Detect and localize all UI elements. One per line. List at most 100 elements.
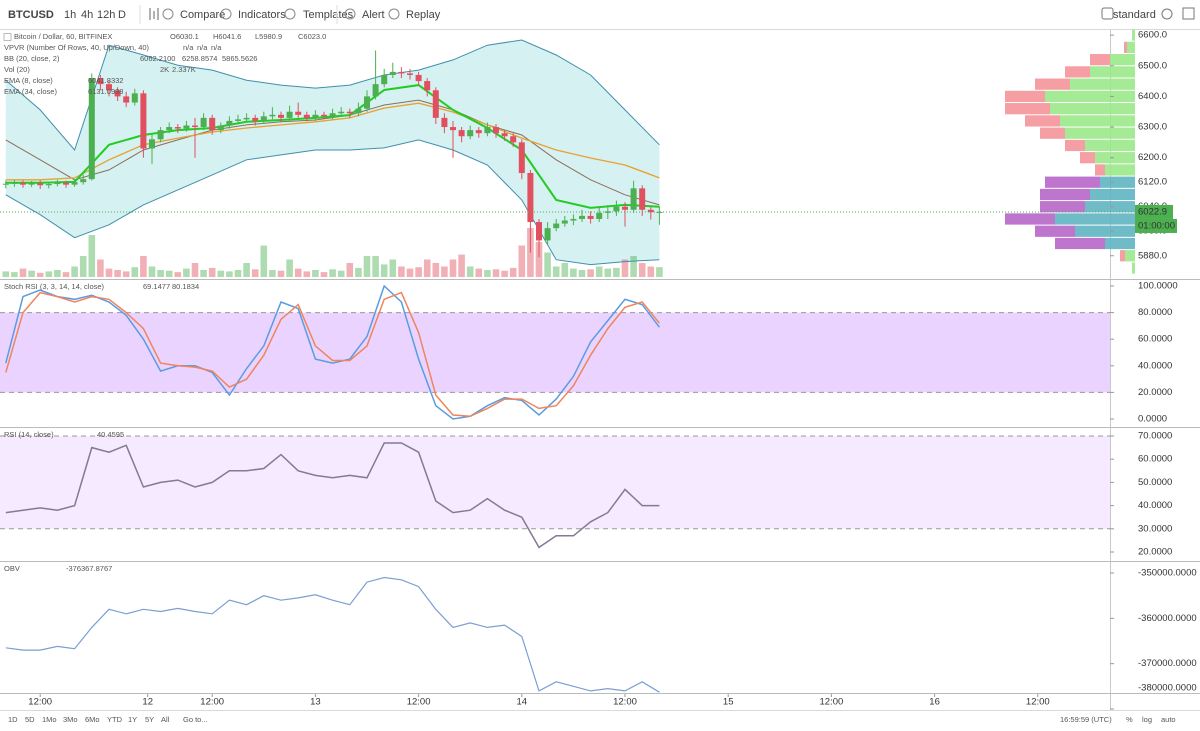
y-tick-label: 30.0000 [1138,523,1172,534]
obv-value: -376367.8767 [66,564,112,573]
vpvr-down [1090,54,1110,66]
candle-body [71,182,78,185]
range-button[interactable]: YTD [107,715,123,724]
candle-body [252,117,259,121]
range-button[interactable]: 1Mo [42,715,57,724]
log-toggle[interactable]: log [1142,715,1152,724]
x-tick-label: 12:00 [820,697,844,708]
candle-body [123,96,130,103]
vpvr-down [1040,201,1085,213]
volume-bar [398,266,405,277]
candle-body [647,209,654,213]
x-tick-label: 12:00 [28,697,52,708]
volume-bar [11,272,18,277]
ohlc-value: H6041.6 [213,32,241,41]
volume-bar [346,263,354,277]
range-button[interactable]: 1Y [128,715,137,724]
auto-toggle[interactable]: auto [1161,715,1176,724]
candle-body [493,127,499,134]
candle-body [441,117,448,128]
vpvr-up [1090,66,1135,78]
candle-body [587,215,594,219]
vpvr-down [1045,176,1100,188]
interval-button[interactable]: D [118,9,126,21]
chart-style-icon[interactable] [149,8,159,20]
percent-toggle[interactable]: % [1126,715,1133,724]
volume-bar [501,270,508,277]
x-tick-label: 12 [142,697,153,708]
volume-bar [131,267,139,277]
checkbox-icon[interactable] [1101,7,1114,20]
x-tick-label: 12:00 [407,697,431,708]
volume-bar [630,256,637,277]
vpvr-value: n/a [197,43,208,52]
volume-bar [552,266,560,277]
candle-body [570,218,577,221]
layout-button[interactable]: standard [1113,9,1156,21]
obv-legend: OBV [4,564,20,573]
volume-bar [45,271,53,277]
volume-bar [604,268,612,277]
vpvr-up [1127,41,1135,54]
stoch-k-line [5,284,660,420]
settings-icon[interactable] [1161,8,1173,20]
candle-body [604,211,611,213]
candle-body [389,71,396,75]
vpvr-value: n/a [183,43,194,52]
toolbar-button[interactable]: Replay [406,9,441,21]
symbol[interactable]: BTCUSD [8,9,54,21]
toolbar-button[interactable]: Templates [303,9,354,21]
volume-bar [294,268,302,277]
range-button[interactable]: 1D [8,715,18,724]
volume-bar [647,266,655,277]
volume-bar [363,256,371,277]
candle-body [613,206,620,212]
candle-body [149,139,155,149]
candle-body [235,119,241,121]
candle-body [398,71,405,74]
candle-body [106,84,112,91]
candle-body [475,130,482,134]
candle-body [415,74,422,82]
range-button[interactable]: All [161,715,170,724]
toolbar-button[interactable]: Indicators [238,9,286,21]
range-button[interactable]: 3Mo [63,715,78,724]
goto-button[interactable]: Go to... [183,715,208,724]
candle-body [63,182,69,185]
range-button[interactable]: 5D [25,715,35,724]
ema8-legend: EMA (8, close) [4,76,53,85]
vpvr-up [1132,29,1135,41]
fullscreen-icon[interactable] [1182,7,1195,20]
volume-bar [613,267,620,277]
toolbar-button[interactable]: Alert [362,9,385,21]
obv-line [5,576,660,693]
volume-bar [492,269,500,277]
candle-body [114,90,121,97]
candle-body [157,130,164,140]
toolbar-button[interactable]: Compare [180,9,225,21]
interval-button[interactable]: 1h [64,9,76,21]
legend-icon [3,33,12,41]
last-price-label: 6022.9 [1138,206,1167,217]
candle-body [192,125,198,128]
vpvr-value: n/a [211,43,222,52]
volume-bar [570,268,577,277]
candle-body [217,125,224,131]
y-tick-label: 40.0000 [1138,500,1172,511]
candle-body [656,211,663,213]
range-button[interactable]: 6Mo [85,715,100,724]
bb-fill [5,40,660,265]
volume-bar [157,270,164,277]
volume-bar [62,272,70,277]
bb-lower [5,139,660,266]
range-button[interactable]: 5Y [145,715,154,724]
volume-bar [54,270,61,277]
candle-body [432,90,439,118]
y-tick-label: 6200.0 [1138,152,1167,163]
volume-bar [260,245,268,277]
interval-button[interactable]: 12h [97,9,115,21]
volume-bar [148,266,156,277]
interval-button[interactable]: 4h [81,9,93,21]
vpvr-up [1075,225,1135,237]
candle-body [518,142,525,174]
